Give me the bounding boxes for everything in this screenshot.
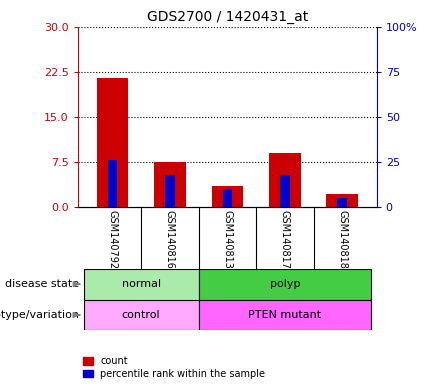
Text: control: control bbox=[122, 310, 161, 320]
Text: genotype/variation: genotype/variation bbox=[0, 310, 79, 320]
Bar bbox=[326, 194, 358, 207]
Text: GSM140816: GSM140816 bbox=[165, 210, 175, 269]
Text: GSM140817: GSM140817 bbox=[280, 210, 290, 270]
Bar bbox=[199, 300, 371, 330]
Text: GSM140818: GSM140818 bbox=[337, 210, 347, 269]
Bar bbox=[269, 153, 301, 207]
Bar bbox=[165, 175, 174, 207]
Title: GDS2700 / 1420431_at: GDS2700 / 1420431_at bbox=[147, 10, 308, 25]
Text: polyp: polyp bbox=[269, 279, 300, 289]
Bar bbox=[84, 300, 199, 330]
Text: disease state: disease state bbox=[5, 279, 79, 289]
Text: GSM140792: GSM140792 bbox=[107, 210, 117, 270]
Bar bbox=[212, 186, 243, 207]
Bar bbox=[223, 189, 232, 207]
Bar bbox=[97, 78, 128, 207]
Bar bbox=[108, 161, 117, 207]
Text: normal: normal bbox=[122, 279, 161, 289]
Bar bbox=[337, 198, 347, 207]
Bar bbox=[280, 175, 290, 207]
Bar bbox=[199, 269, 371, 300]
Text: GSM140813: GSM140813 bbox=[222, 210, 233, 269]
Bar bbox=[84, 269, 199, 300]
Legend: count, percentile rank within the sample: count, percentile rank within the sample bbox=[83, 356, 265, 379]
Bar bbox=[154, 162, 186, 207]
Text: PTEN mutant: PTEN mutant bbox=[248, 310, 321, 320]
